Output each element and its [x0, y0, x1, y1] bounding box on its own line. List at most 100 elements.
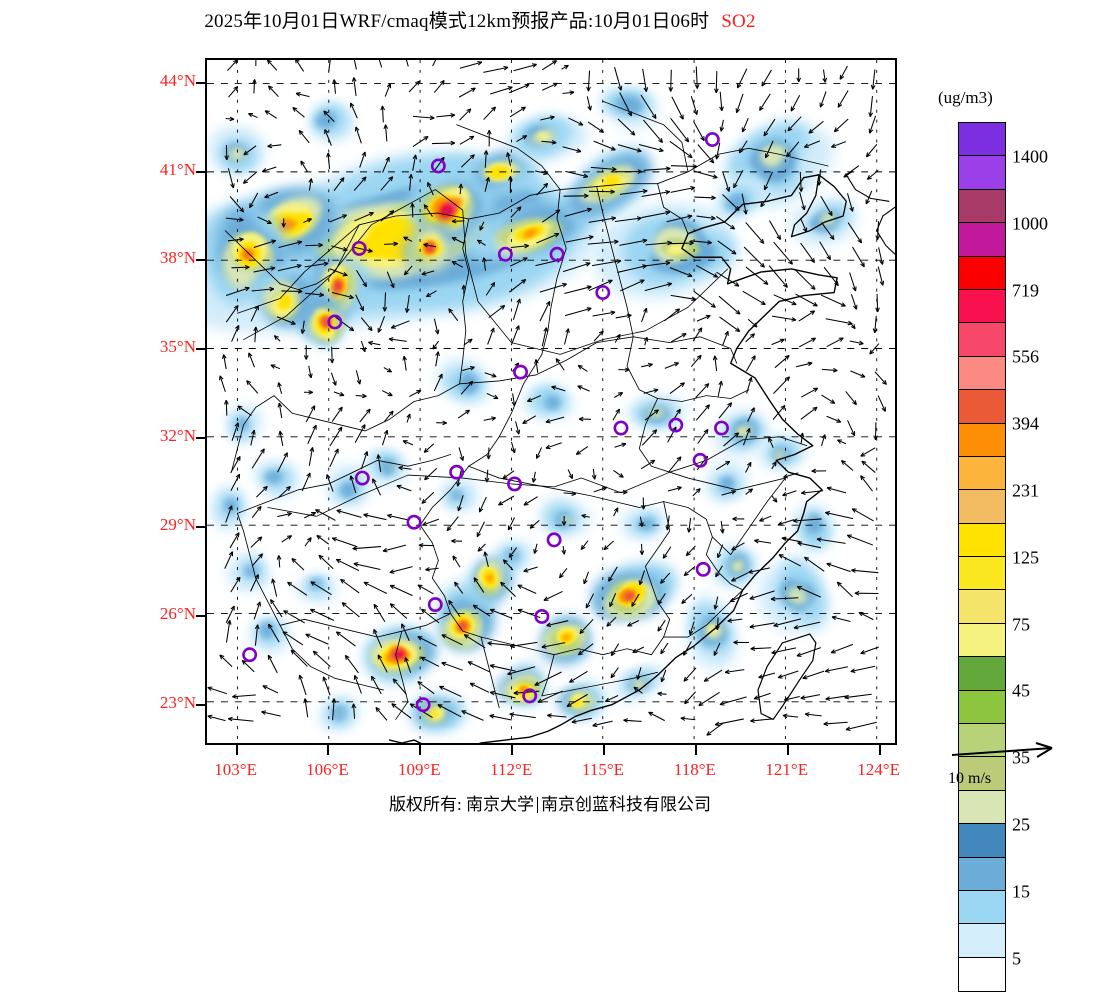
- city-marker[interactable]: [706, 133, 718, 145]
- wind-vector: [310, 609, 334, 620]
- wind-vector: [827, 563, 851, 572]
- colorbar-band[interactable]: [959, 424, 1005, 457]
- colorbar-band[interactable]: [959, 457, 1005, 490]
- colorbar-band[interactable]: [959, 156, 1005, 189]
- wind-vector: [772, 496, 777, 503]
- lon-tick-mark: [603, 745, 605, 755]
- city-marker[interactable]: [408, 516, 420, 528]
- colorbar-band[interactable]: [959, 123, 1005, 156]
- wind-vector: [254, 602, 260, 620]
- wind-vector: [409, 81, 419, 92]
- colorbar-band[interactable]: [959, 557, 1005, 590]
- copyright-divider: [537, 797, 538, 813]
- wind-vector: [728, 619, 743, 623]
- wind-vector: [284, 611, 305, 623]
- wind-vector: [293, 108, 305, 118]
- wind-vector: [483, 66, 508, 72]
- colorbar-band[interactable]: [959, 657, 1005, 690]
- colorbar-band[interactable]: [959, 290, 1005, 323]
- city-marker[interactable]: [615, 422, 627, 434]
- wind-vector: [511, 326, 519, 346]
- wind-vector: [831, 644, 853, 653]
- city-marker[interactable]: [514, 366, 526, 378]
- colorbar-band[interactable]: [959, 590, 1005, 623]
- wind-vector: [643, 69, 648, 92]
- wind-vector: [403, 60, 408, 67]
- colorbar-band[interactable]: [959, 858, 1005, 891]
- lat-tick-mark: [196, 259, 206, 261]
- wind-vector: [360, 409, 370, 422]
- colorbar-band[interactable]: [959, 958, 1005, 991]
- colorbar-band[interactable]: [959, 824, 1005, 857]
- wind-vector: [498, 496, 513, 505]
- wind-vector: [364, 582, 387, 593]
- colorbar[interactable]: [958, 122, 1006, 992]
- wind-vector: [423, 519, 439, 525]
- wind-vector: [546, 417, 564, 423]
- wind-vector: [230, 533, 239, 548]
- colorbar-band[interactable]: [959, 390, 1005, 423]
- colorbar-band[interactable]: [959, 357, 1005, 390]
- concentration-plume: [313, 105, 354, 137]
- concentration-plume: [747, 552, 838, 648]
- city-marker[interactable]: [429, 598, 441, 610]
- wind-vector: [697, 315, 710, 321]
- colorbar-band[interactable]: [959, 891, 1005, 924]
- colorbar-band[interactable]: [959, 924, 1005, 957]
- colorbar-tick-label: 25: [1012, 814, 1030, 835]
- species-label: SO2: [721, 11, 755, 32]
- colorbar-band[interactable]: [959, 624, 1005, 657]
- wind-vector: [827, 487, 846, 493]
- wind-vector: [433, 341, 439, 349]
- wind-vector: [355, 425, 365, 443]
- wind-vector: [671, 187, 695, 193]
- forecast-map[interactable]: [205, 58, 897, 745]
- wind-vector: [226, 620, 231, 642]
- colorbar-band[interactable]: [959, 223, 1005, 256]
- lon-tick-mark: [695, 745, 697, 755]
- city-marker[interactable]: [697, 563, 709, 575]
- wind-vector: [439, 686, 461, 696]
- wind-vector: [658, 692, 667, 696]
- wind-vector: [296, 93, 309, 97]
- wind-vector: [510, 107, 525, 117]
- wind-vector: [847, 535, 873, 545]
- wind-vector: [746, 334, 755, 342]
- wind-vector: [263, 686, 278, 693]
- contour-blob: [460, 372, 476, 390]
- title-text: 2025年10月01日WRF/cmaq模式12km预报产品:10月01日06时: [204, 11, 709, 32]
- wind-vector: [309, 447, 313, 465]
- wind-vector: [562, 65, 569, 69]
- wind-vector: [611, 644, 618, 656]
- colorbar-band[interactable]: [959, 524, 1005, 557]
- wind-vector: [232, 695, 255, 699]
- wind-vector: [436, 114, 455, 118]
- wind-vector: [720, 697, 747, 705]
- city-marker[interactable]: [597, 286, 609, 298]
- wind-vector: [546, 443, 562, 449]
- wind-vector: [759, 673, 775, 678]
- colorbar-band[interactable]: [959, 257, 1005, 290]
- wind-vector: [801, 407, 817, 419]
- concentration-plume: [604, 91, 657, 127]
- wind-vector: [778, 520, 794, 526]
- wind-vector: [746, 356, 755, 372]
- wind-vector: [361, 341, 365, 352]
- wind-vector: [670, 141, 692, 157]
- colorbar-band[interactable]: [959, 323, 1005, 356]
- city-marker[interactable]: [548, 534, 560, 546]
- wind-vector: [231, 456, 240, 472]
- lon-tick-mark: [327, 745, 329, 755]
- wind-vector: [442, 662, 463, 670]
- lat-tick-label: 23°N: [118, 693, 196, 713]
- wind-vector: [220, 655, 232, 667]
- wind-vector: [871, 70, 875, 90]
- wind-vector: [799, 311, 815, 321]
- wind-vector: [797, 648, 821, 657]
- city-marker[interactable]: [243, 649, 255, 661]
- colorbar-band[interactable]: [959, 490, 1005, 523]
- colorbar-band[interactable]: [959, 691, 1005, 724]
- colorbar-band[interactable]: [959, 190, 1005, 223]
- wind-vector: [376, 707, 387, 720]
- wind-vector: [424, 444, 434, 453]
